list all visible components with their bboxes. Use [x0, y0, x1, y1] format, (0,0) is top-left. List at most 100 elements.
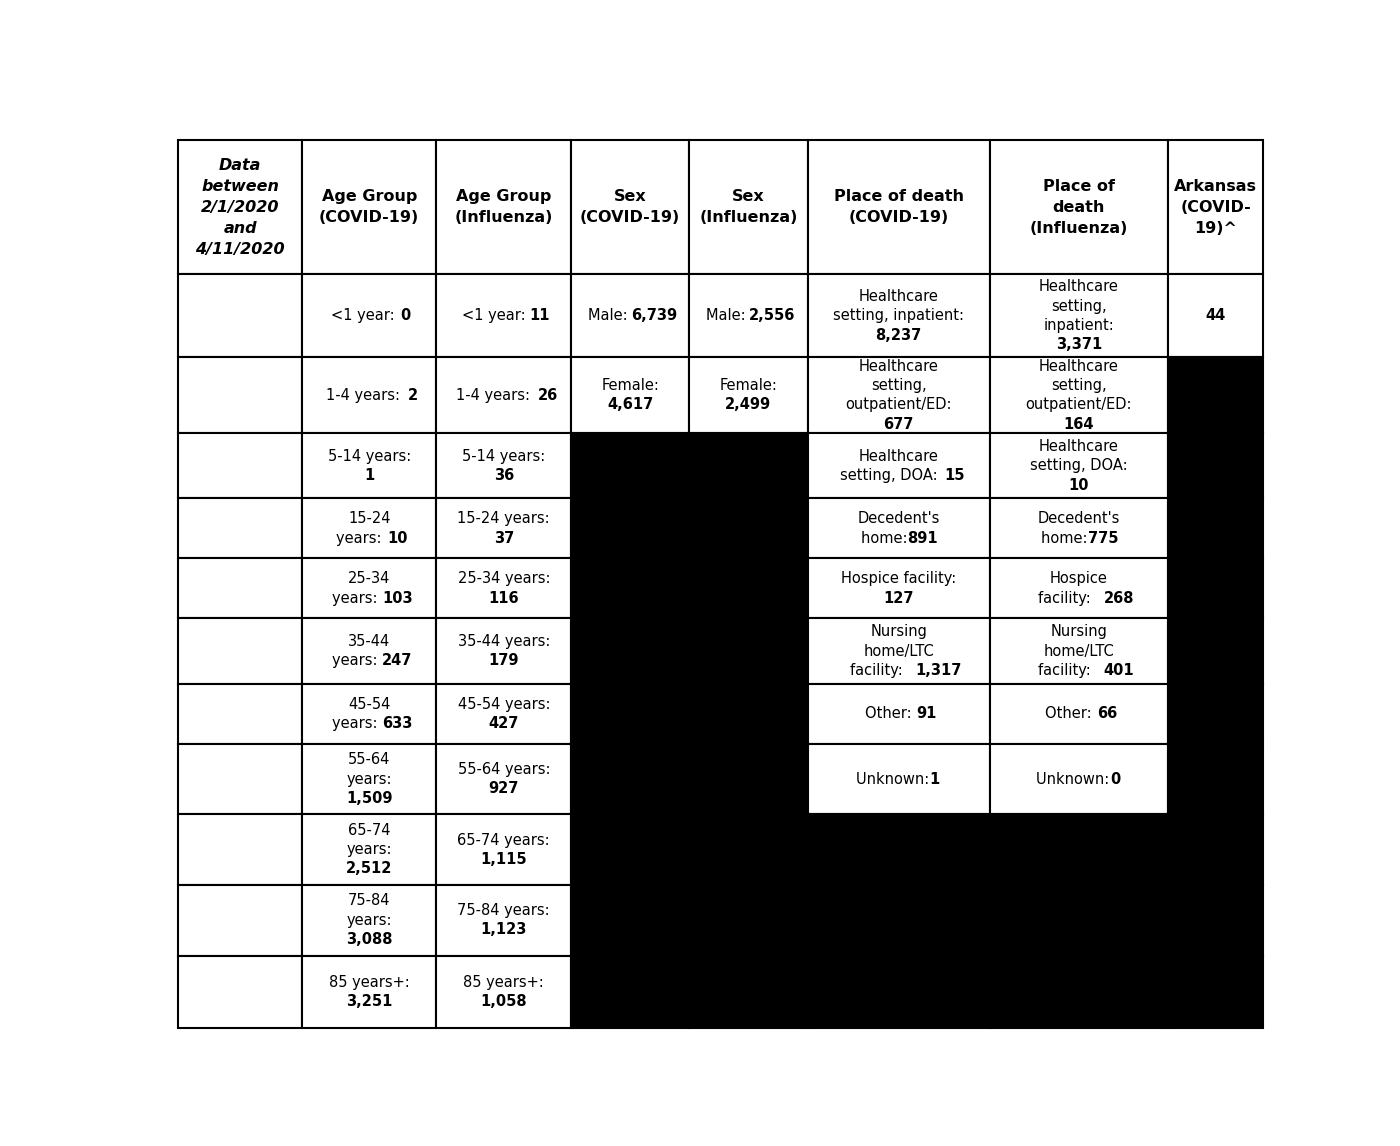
Text: 427: 427: [489, 716, 519, 731]
Text: 0: 0: [400, 308, 410, 323]
Bar: [178, 815, 302, 885]
Text: Sex: Sex: [613, 189, 647, 204]
Text: Healthcare: Healthcare: [858, 289, 938, 304]
Bar: [990, 558, 1168, 619]
Bar: [990, 433, 1168, 499]
Text: setting, inpatient:: setting, inpatient:: [833, 308, 965, 323]
Bar: [808, 358, 990, 433]
Text: Nursing: Nursing: [1050, 625, 1107, 639]
Bar: [689, 433, 808, 499]
Bar: [571, 140, 689, 274]
Bar: [689, 885, 808, 956]
Text: 1: 1: [930, 771, 939, 786]
Text: years:: years:: [332, 590, 382, 605]
Text: 55-64: 55-64: [349, 752, 391, 768]
Text: Nursing: Nursing: [871, 625, 927, 639]
Bar: [689, 619, 808, 684]
Bar: [808, 815, 990, 885]
Text: setting, DOA:: setting, DOA:: [1030, 458, 1127, 473]
Bar: [990, 274, 1168, 358]
Bar: [1168, 558, 1263, 619]
Text: (COVID-: (COVID-: [1180, 199, 1250, 214]
Bar: [808, 956, 990, 1028]
Text: 633: 633: [382, 716, 413, 731]
Text: Decedent's: Decedent's: [1037, 511, 1120, 526]
Text: 4/11/2020: 4/11/2020: [195, 242, 286, 257]
Text: 15-24: 15-24: [349, 511, 391, 526]
Text: between: between: [202, 179, 279, 194]
Text: 677: 677: [883, 416, 914, 432]
Text: home:: home:: [1042, 531, 1092, 545]
Text: 19)^: 19)^: [1194, 221, 1238, 236]
Text: Arkansas: Arkansas: [1175, 179, 1257, 194]
Text: (COVID-19): (COVID-19): [580, 210, 680, 226]
Bar: [808, 619, 990, 684]
Bar: [302, 433, 437, 499]
Text: Place of death: Place of death: [833, 189, 963, 204]
Text: Other:: Other:: [865, 706, 916, 721]
Bar: [178, 140, 302, 274]
Bar: [808, 140, 990, 274]
Bar: [571, 956, 689, 1028]
Bar: [437, 140, 571, 274]
Text: years:: years:: [336, 531, 386, 545]
Text: 44: 44: [1205, 308, 1225, 323]
Bar: [990, 358, 1168, 433]
Bar: [178, 558, 302, 619]
Bar: [437, 885, 571, 956]
Text: 65-74: 65-74: [349, 823, 391, 838]
Bar: [808, 744, 990, 815]
Bar: [689, 956, 808, 1028]
Text: 75-84: 75-84: [349, 894, 391, 909]
Bar: [571, 885, 689, 956]
Text: 4,617: 4,617: [608, 398, 654, 413]
Text: home:: home:: [861, 531, 913, 545]
Bar: [689, 140, 808, 274]
Text: 927: 927: [489, 782, 519, 796]
Text: 103: 103: [382, 590, 413, 605]
Bar: [302, 956, 437, 1028]
Text: <1 year:: <1 year:: [462, 308, 529, 323]
Bar: [178, 274, 302, 358]
Text: 11: 11: [529, 308, 550, 323]
Bar: [1168, 684, 1263, 744]
Text: 37: 37: [494, 531, 514, 545]
Text: 2,512: 2,512: [346, 862, 392, 877]
Text: (COVID-19): (COVID-19): [848, 210, 949, 226]
Bar: [437, 499, 571, 558]
Text: 2/1/2020: 2/1/2020: [200, 199, 280, 214]
Bar: [302, 815, 437, 885]
Text: Hospice facility:: Hospice facility:: [841, 572, 956, 587]
Text: 2,556: 2,556: [749, 308, 795, 323]
Bar: [571, 619, 689, 684]
Text: 1,123: 1,123: [480, 923, 526, 937]
Text: and: and: [223, 221, 258, 236]
Text: 45-54: 45-54: [349, 697, 391, 712]
Bar: [689, 815, 808, 885]
Text: 35-44 years:: 35-44 years:: [458, 634, 550, 649]
Bar: [571, 815, 689, 885]
Text: years:: years:: [346, 912, 392, 928]
Bar: [437, 433, 571, 499]
Bar: [571, 274, 689, 358]
Text: Female:: Female:: [720, 378, 777, 393]
Text: 1: 1: [364, 468, 374, 482]
Text: Male:: Male:: [588, 308, 633, 323]
Text: Healthcare: Healthcare: [1039, 280, 1119, 295]
Text: Age Group: Age Group: [322, 189, 417, 204]
Bar: [689, 744, 808, 815]
Bar: [571, 744, 689, 815]
Text: 164: 164: [1064, 416, 1093, 432]
Bar: [178, 619, 302, 684]
Bar: [437, 744, 571, 815]
Bar: [808, 274, 990, 358]
Text: facility:: facility:: [850, 662, 907, 677]
Text: 5-14 years:: 5-14 years:: [462, 448, 546, 464]
Bar: [302, 684, 437, 744]
Text: Data: Data: [218, 157, 262, 173]
Bar: [1168, 885, 1263, 956]
Text: 127: 127: [883, 590, 914, 605]
Text: facility:: facility:: [1037, 662, 1095, 677]
Text: 1-4 years:: 1-4 years:: [456, 387, 535, 402]
Bar: [437, 358, 571, 433]
